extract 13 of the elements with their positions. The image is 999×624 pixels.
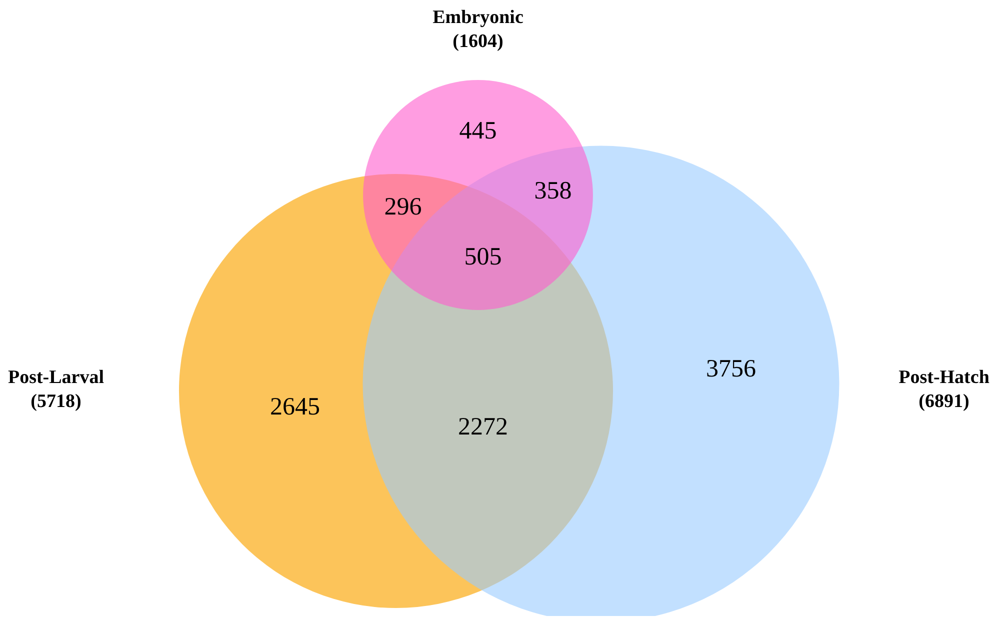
text: 296	[384, 194, 422, 221]
category-label: Embryonic	[432, 6, 524, 28]
text: 358	[534, 178, 572, 205]
text: 445	[459, 118, 497, 145]
text: 3756	[706, 356, 756, 383]
text: 2272	[458, 414, 508, 441]
data-label: (5718)	[30, 390, 82, 412]
data-label: (6891)	[918, 390, 970, 412]
data-label: (1604)	[452, 30, 504, 52]
text: 2645	[270, 394, 320, 421]
category-label: Post-Hatch	[898, 366, 990, 388]
text: 505	[464, 244, 502, 271]
category-label: Post-Larval	[8, 366, 104, 388]
